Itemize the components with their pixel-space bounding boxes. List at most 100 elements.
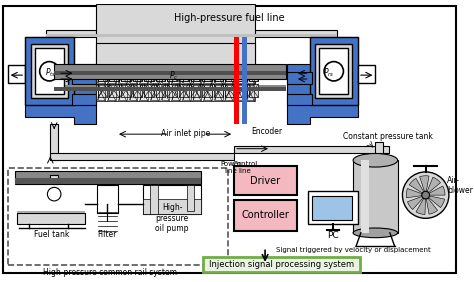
Bar bbox=[214, 84, 223, 97]
Bar bbox=[121, 84, 131, 97]
Bar bbox=[98, 85, 105, 100]
Text: Encoder: Encoder bbox=[252, 127, 283, 136]
Bar bbox=[203, 257, 360, 272]
Bar bbox=[183, 67, 191, 83]
Bar bbox=[236, 67, 244, 83]
Bar bbox=[315, 44, 352, 98]
Wedge shape bbox=[426, 195, 438, 214]
Bar bbox=[143, 186, 201, 214]
Bar bbox=[179, 84, 189, 97]
Bar bbox=[358, 65, 375, 83]
Ellipse shape bbox=[353, 153, 398, 167]
Bar bbox=[246, 67, 255, 83]
Bar bbox=[50, 153, 234, 160]
Text: $P_{rs}$: $P_{rs}$ bbox=[323, 67, 335, 80]
Bar bbox=[109, 67, 116, 83]
Bar bbox=[375, 142, 383, 153]
Wedge shape bbox=[426, 186, 445, 195]
Text: High-pressure common rail system: High-pressure common rail system bbox=[43, 268, 177, 277]
Text: $P_{ts}$: $P_{ts}$ bbox=[45, 67, 56, 80]
Bar bbox=[214, 67, 223, 81]
Text: Control
line: Control line bbox=[232, 161, 257, 174]
Bar bbox=[226, 67, 233, 83]
Bar bbox=[237, 84, 246, 97]
Bar bbox=[310, 38, 358, 105]
Text: Air-
blower: Air- blower bbox=[447, 176, 473, 195]
Bar bbox=[119, 67, 127, 83]
Bar bbox=[361, 160, 369, 233]
Wedge shape bbox=[416, 195, 426, 214]
Bar bbox=[109, 67, 119, 81]
Bar bbox=[353, 160, 398, 233]
Polygon shape bbox=[287, 38, 358, 124]
Bar bbox=[109, 85, 116, 100]
Bar bbox=[8, 168, 228, 265]
Bar bbox=[215, 85, 222, 100]
Bar bbox=[162, 67, 169, 83]
Bar bbox=[97, 186, 118, 213]
Text: Signal triggered by velocity or displacement: Signal triggered by velocity or displace… bbox=[276, 247, 430, 253]
Bar bbox=[35, 48, 64, 94]
Bar bbox=[150, 186, 158, 214]
Bar bbox=[237, 67, 246, 81]
Bar bbox=[167, 67, 177, 81]
Bar bbox=[234, 166, 297, 195]
Text: High-
pressure
oil pump: High- pressure oil pump bbox=[155, 203, 189, 233]
Text: Controller: Controller bbox=[241, 210, 289, 221]
Circle shape bbox=[402, 172, 449, 218]
Bar bbox=[193, 85, 201, 100]
Bar bbox=[96, 84, 255, 101]
Bar bbox=[72, 94, 96, 105]
Bar bbox=[143, 199, 201, 214]
Bar bbox=[119, 85, 127, 100]
Wedge shape bbox=[419, 176, 429, 195]
Bar bbox=[31, 44, 68, 98]
Text: Injection signal processing system: Injection signal processing system bbox=[209, 260, 354, 269]
Bar bbox=[236, 85, 244, 100]
Bar bbox=[204, 67, 212, 83]
Bar bbox=[133, 67, 142, 81]
Wedge shape bbox=[426, 195, 445, 208]
Wedge shape bbox=[409, 178, 426, 195]
Polygon shape bbox=[25, 38, 96, 124]
Bar bbox=[226, 67, 235, 81]
Bar bbox=[129, 67, 137, 83]
Wedge shape bbox=[406, 188, 426, 198]
Bar bbox=[98, 67, 108, 81]
Bar bbox=[226, 84, 235, 97]
Bar bbox=[8, 65, 25, 83]
Text: Air inlet pipe: Air inlet pipe bbox=[161, 129, 210, 138]
Bar bbox=[25, 38, 73, 105]
Wedge shape bbox=[426, 177, 440, 195]
Bar bbox=[287, 94, 311, 105]
Bar bbox=[50, 175, 58, 184]
Text: Power
line: Power line bbox=[221, 161, 242, 174]
Bar bbox=[98, 67, 105, 83]
Circle shape bbox=[324, 61, 344, 81]
Text: PC: PC bbox=[327, 231, 338, 240]
Bar bbox=[18, 213, 85, 224]
Bar bbox=[187, 186, 194, 211]
Bar bbox=[329, 38, 337, 63]
Text: Filter: Filter bbox=[98, 230, 117, 239]
Bar bbox=[96, 67, 255, 84]
Bar bbox=[144, 67, 154, 81]
Bar bbox=[156, 84, 165, 97]
Bar bbox=[54, 63, 286, 79]
Circle shape bbox=[47, 187, 61, 201]
Bar bbox=[234, 38, 239, 124]
Wedge shape bbox=[408, 195, 426, 210]
Bar bbox=[98, 84, 108, 97]
Text: High-pressure fuel line: High-pressure fuel line bbox=[174, 13, 284, 23]
Bar bbox=[191, 67, 200, 81]
Bar bbox=[215, 67, 222, 83]
Text: Fuel tank: Fuel tank bbox=[34, 230, 69, 239]
Text: $P_c$: $P_c$ bbox=[169, 70, 179, 82]
Bar bbox=[242, 38, 246, 124]
Bar bbox=[140, 85, 148, 100]
Bar bbox=[109, 84, 119, 97]
Bar bbox=[144, 84, 154, 97]
Bar bbox=[193, 67, 201, 83]
Bar bbox=[96, 4, 255, 63]
Text: Constant pressure tank: Constant pressure tank bbox=[344, 132, 433, 141]
